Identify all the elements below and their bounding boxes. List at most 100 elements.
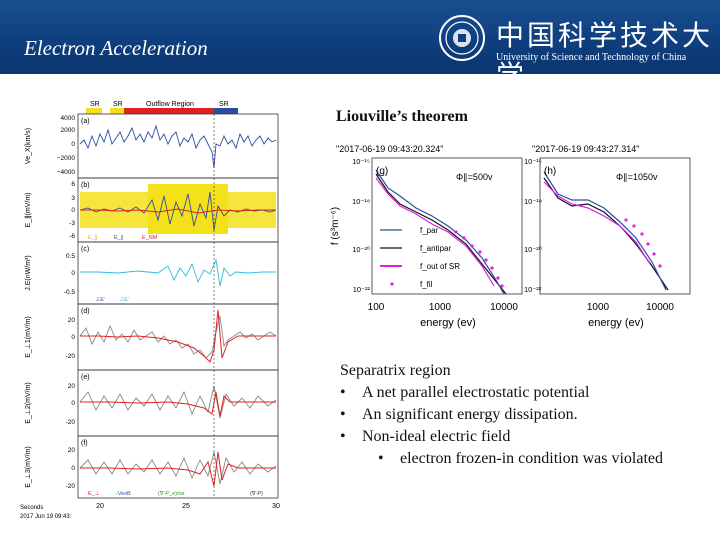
tick-label: 6	[71, 181, 75, 188]
legend-item: J.E'	[96, 297, 105, 303]
g-curve-black	[375, 173, 507, 295]
time-caption: "2017-06-19 09:43:20.324"	[336, 144, 443, 154]
outflow-region-bar	[124, 108, 214, 114]
bullet-text: A net parallel electrostatic potential	[362, 384, 590, 401]
sr-region-bar	[110, 108, 124, 114]
panel-a-trace	[79, 124, 277, 169]
panel-h-frame	[539, 157, 691, 295]
y-axis-label: f (s³m⁻⁶)	[330, 207, 341, 245]
tick-label: 0	[71, 334, 75, 341]
tick-label: 0	[71, 400, 75, 407]
legend-item: f_fil	[420, 280, 433, 289]
tick-label: 0	[71, 465, 75, 472]
h-magenta-points	[624, 218, 662, 268]
legend-item: E_∥	[114, 234, 124, 241]
y-axis-label: E_⊥3(mV/m)	[25, 446, 32, 488]
x-tick: 10000	[490, 302, 518, 313]
legend-item: E_NM	[142, 235, 158, 241]
bullet-heading: Separatrix region	[340, 362, 451, 379]
tick-label: 20	[68, 383, 76, 390]
legend-item: f_par	[420, 226, 439, 235]
y-tick: 10⁻²²	[353, 285, 371, 294]
legend-item: E_⊥	[88, 490, 100, 497]
left-timeseries-figure: SR SR Outflow Region SR (a) (b) (c) (d) …	[20, 101, 280, 520]
panel-e-trace-gray	[79, 385, 277, 419]
panel-d-trace-gray	[79, 315, 277, 359]
bullet-text: An significant energy dissipation.	[362, 406, 578, 423]
tick-label: 0	[71, 141, 75, 148]
panel-d-trace-red	[80, 309, 276, 363]
region-label: SR	[219, 101, 229, 108]
tick-label: 0	[71, 270, 75, 277]
y-tick: 10⁻²⁰	[352, 245, 370, 254]
bullet-item: • Non-ideal electric field	[340, 428, 511, 445]
tick-label: 0	[71, 207, 75, 214]
x-tick: 1000	[429, 302, 452, 313]
panel-f-trace-gray	[79, 451, 277, 485]
panel-tag: (f)	[81, 440, 88, 447]
sr-region-bar	[214, 108, 238, 114]
tick-label: −4000	[57, 169, 76, 176]
ustc-seal-logo	[439, 15, 485, 61]
legend-item: J.E'	[120, 297, 129, 303]
g-curve-magenta	[375, 177, 495, 287]
x-tick: 1000	[587, 302, 610, 313]
panel-f-trace-red	[80, 451, 276, 487]
bullet-text: Non-ideal electric field	[362, 428, 511, 445]
tick-label: -20	[66, 419, 76, 426]
panel-tag: (h)	[544, 166, 556, 177]
y-tick: 10⁻¹⁵	[352, 157, 370, 166]
y-axis-label: E_⊥1(mV/m)	[25, 316, 32, 358]
panel-c-trace	[80, 258, 276, 287]
bullet-list: Separatrix region • A net parallel electr…	[340, 360, 663, 470]
legend-item: f_antipar	[420, 244, 451, 253]
tick-label: −2000	[57, 155, 76, 162]
panel-f-frame	[77, 435, 279, 499]
tick-label: -20	[66, 483, 76, 490]
legend-swatch	[390, 282, 394, 286]
phi-label: Φ∥=1050v	[616, 172, 658, 182]
panel-tag: (a)	[81, 118, 90, 125]
tick-label: 0.5	[66, 253, 75, 260]
header-bar: Electron Acceleration 中国科学技术大学 Universit…	[0, 0, 720, 92]
panel-b-trace-red	[80, 208, 276, 214]
h-curve-magenta	[543, 181, 651, 265]
legend-item: E_∥	[88, 234, 98, 241]
region-label: SR	[113, 101, 123, 108]
tick-label: -6	[69, 233, 75, 240]
g-curve-blue	[375, 169, 505, 295]
legend-item: f_out of SR	[420, 262, 460, 271]
y-tick: 10⁻¹⁸	[524, 197, 542, 206]
panel-tag: (b)	[81, 182, 90, 189]
sr-region-bar	[86, 108, 102, 114]
y-tick: 10⁻²⁰	[524, 245, 542, 254]
g-magenta-points	[454, 230, 504, 288]
right-distribution-figure: "2017-06-19 09:43:20.324" "2017-06-19 09…	[330, 144, 691, 329]
slide-header-title: Electron Acceleration	[24, 36, 208, 60]
h-curve-blue	[543, 171, 667, 291]
y-tick: 10⁻²²	[524, 285, 542, 294]
legend-item: -VexB	[116, 491, 131, 497]
legend-item: (∇·P_e)/ne	[158, 490, 185, 497]
x-tick-label: 25	[182, 503, 190, 510]
bullet-item: • An significant energy dissipation.	[340, 406, 578, 423]
tick-label: -0.5	[64, 289, 76, 296]
panel-e-trace-red	[80, 391, 276, 417]
tick-label: 20	[68, 447, 76, 454]
phi-label: Φ∥=500v	[456, 172, 493, 182]
y-axis-label: E_⊥2(mV/m)	[25, 382, 32, 424]
panel-tag: (g)	[376, 166, 388, 177]
tick-label: 20	[68, 317, 76, 324]
liouville-title: Liouville’s theorem	[336, 108, 468, 125]
y-axis-label: J.E(nW/m³)	[25, 255, 32, 290]
y-axis-label: Ve_X(km/s)	[25, 128, 32, 164]
university-name-en: University of Science and Technology of …	[496, 52, 687, 63]
tick-label: 4000	[61, 115, 76, 122]
tick-label: -3	[69, 220, 75, 227]
x-tick: 10000	[646, 302, 674, 313]
region-label: Outflow Region	[146, 101, 194, 108]
bullet-item: • A net parallel electrostatic potential	[340, 384, 590, 401]
panel-b-yellow-burst	[148, 184, 228, 234]
university-name-cn: 中国科学技术大学	[496, 19, 714, 92]
sub-bullet-text: electron frozen-in condition was violate…	[400, 450, 664, 467]
